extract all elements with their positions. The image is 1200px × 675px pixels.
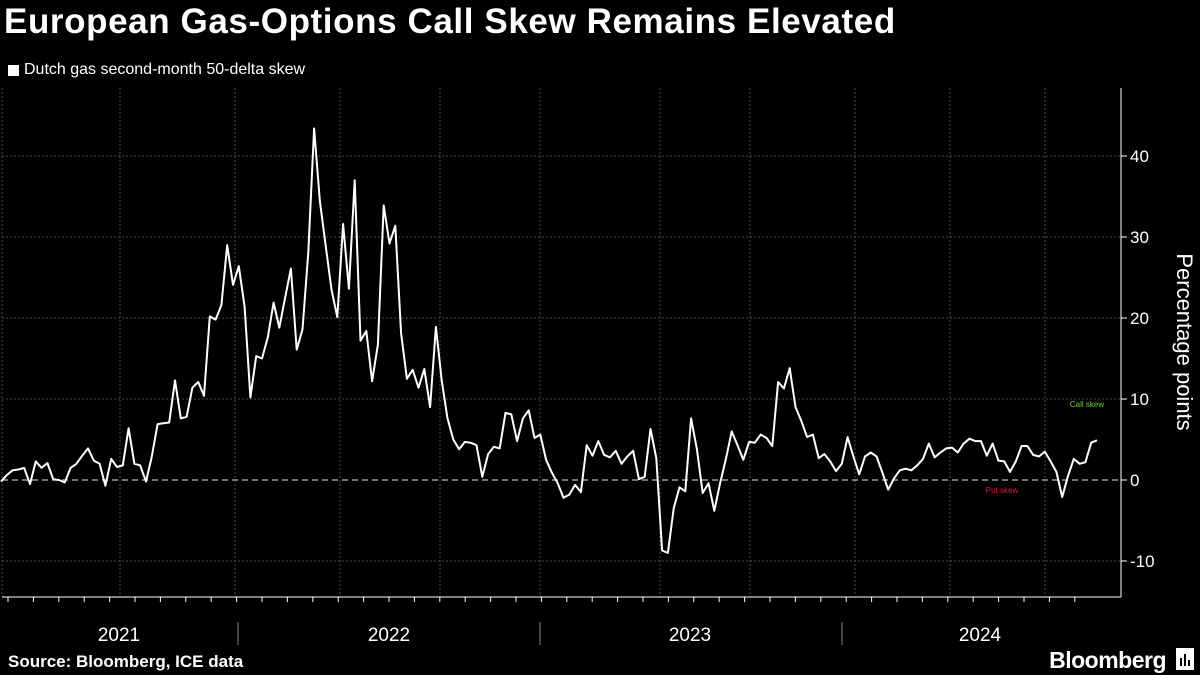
bloomberg-logo: Bloomberg xyxy=(1049,647,1166,673)
x-axis: 2021 2022 2023 2024 xyxy=(2,596,1121,646)
y-tick-label: 10 xyxy=(1130,390,1149,409)
y-tick-label: 40 xyxy=(1130,147,1149,166)
put-skew-annotation: Put skew xyxy=(986,486,1019,495)
x-tick-label: 2021 xyxy=(98,625,140,646)
legend: Dutch gas second-month 50-delta skew xyxy=(8,61,305,79)
annotations: Call skew Put skew xyxy=(986,400,1105,495)
y-tick-label: -10 xyxy=(1130,552,1155,571)
series-line xyxy=(0,127,1098,554)
y-tick-label: 20 xyxy=(1130,309,1149,328)
legend-swatch xyxy=(8,64,19,76)
x-tick-label: 2023 xyxy=(669,625,711,646)
y-tick-label: 0 xyxy=(1130,471,1139,490)
y-tick-label: 30 xyxy=(1130,228,1149,247)
legend-label: Dutch gas second-month 50-delta skew xyxy=(24,61,306,78)
y-axis-label: Percentage points xyxy=(1172,253,1197,430)
vertical-gridlines xyxy=(1,88,1046,597)
y-axis: -10 0 10 20 30 40 xyxy=(1120,88,1155,597)
series-group xyxy=(0,127,1098,554)
call-skew-annotation: Call skew xyxy=(1070,400,1104,409)
source-note: Source: Bloomberg, ICE data xyxy=(8,652,244,671)
chart-title: European Gas-Options Call Skew Remains E… xyxy=(4,2,896,41)
x-tick-label: 2024 xyxy=(959,625,1002,646)
x-tick-label: 2022 xyxy=(368,625,410,646)
horizontal-gridlines xyxy=(2,155,1121,562)
bloomberg-chart-icon xyxy=(1176,648,1194,670)
